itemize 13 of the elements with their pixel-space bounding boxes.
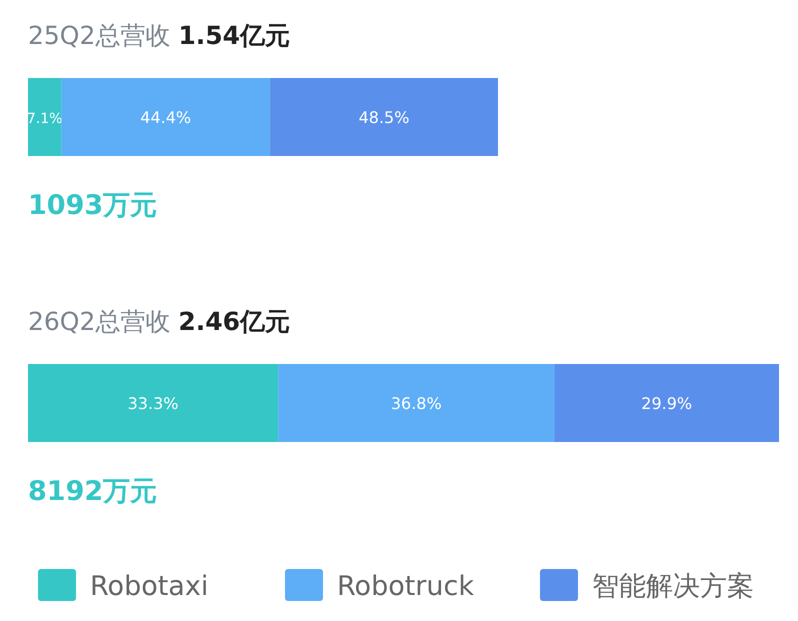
chart-title: 25Q2总营收 1.54亿元	[28, 21, 290, 50]
data-label: 29.9%	[641, 394, 692, 413]
legend-label: Robotruck	[337, 571, 474, 602]
data-label: 7.1%	[26, 111, 62, 127]
data-label: 48.5%	[358, 108, 410, 127]
legend-label: Robotaxi	[90, 571, 208, 602]
data-label: 33.3%	[128, 394, 178, 413]
data-label: 44.4%	[140, 108, 192, 127]
text: 8192万元	[28, 476, 158, 507]
data-label: 36.8%	[390, 394, 442, 413]
legend-label: 智能解决方案	[592, 571, 754, 602]
chart-title: 26Q2总营收 2.46亿元	[28, 307, 290, 336]
text: 1093万元	[28, 190, 158, 221]
